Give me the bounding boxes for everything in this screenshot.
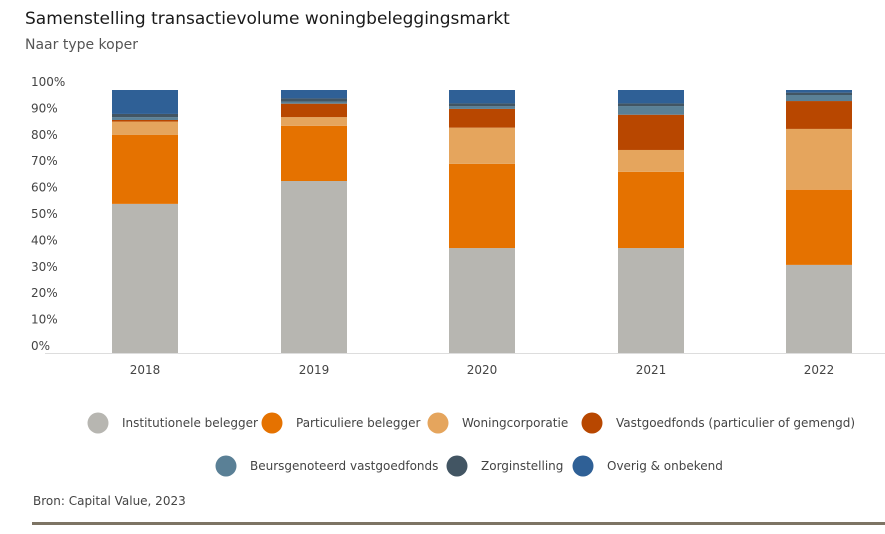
bar-segment <box>786 128 852 190</box>
x-tick-label: 2021 <box>636 363 667 377</box>
legend-label: Zorginstelling <box>481 459 563 473</box>
bar-segment <box>618 114 684 150</box>
bar-segment <box>112 113 178 118</box>
x-tick-label: 2019 <box>299 363 330 377</box>
bar-segment <box>449 127 515 164</box>
bar-segment <box>112 117 178 120</box>
y-tick-label: 10% <box>31 313 58 327</box>
chart-subtitle: Naar type koper <box>25 37 138 53</box>
x-tick-label: 2022 <box>804 363 835 377</box>
legend-marker <box>572 455 594 477</box>
legend-label: Overig & onbekend <box>607 459 723 473</box>
bar-segment <box>281 101 347 104</box>
legend-marker <box>215 455 237 477</box>
bar-segment <box>449 106 515 109</box>
x-tick-label: 2018 <box>130 363 161 377</box>
y-tick-label: 40% <box>31 233 58 247</box>
bar-segment <box>618 106 684 115</box>
bar-segment <box>449 163 515 249</box>
bar-segment <box>112 119 178 122</box>
y-tick-label: 30% <box>31 260 58 274</box>
bar-segment <box>281 103 347 118</box>
y-tick-label: 20% <box>31 286 58 300</box>
bar-segment <box>618 103 684 107</box>
bar-segment <box>786 101 852 129</box>
y-tick-label: 80% <box>31 128 58 142</box>
bar-segment <box>281 90 347 99</box>
bar-segment <box>786 264 852 353</box>
bar-segment <box>618 248 684 353</box>
y-tick-label: 90% <box>31 101 58 115</box>
bar-segment <box>281 98 347 102</box>
y-tick-label: 0% <box>31 339 50 353</box>
legend-label: Beursgenoteerd vastgoedfonds <box>250 459 438 473</box>
source-note: Bron: Capital Value, 2023 <box>33 494 186 508</box>
x-tick-label: 2020 <box>467 363 498 377</box>
bar-segment <box>449 108 515 128</box>
legend-marker <box>261 412 283 434</box>
legend-marker <box>427 412 449 434</box>
bar-segment <box>618 171 684 249</box>
bar-segment <box>281 180 347 353</box>
bar-segment <box>618 90 684 104</box>
bar-segment <box>449 90 515 104</box>
legend-marker <box>581 412 603 434</box>
bar-segment <box>281 117 347 126</box>
bar-segment <box>112 90 178 114</box>
bar-segment <box>281 125 347 181</box>
legend-label: Particuliere belegger <box>296 416 420 430</box>
legend-label: Woningcorporatie <box>462 416 568 430</box>
y-tick-label: 70% <box>31 154 58 168</box>
chart-title: Samenstelling transactievolume woningbel… <box>25 9 510 29</box>
bar-segment <box>786 94 852 102</box>
legend-label: Vastgoedfonds (particulier of gemengd) <box>616 416 855 430</box>
bar-segment <box>786 189 852 265</box>
bar-segment <box>449 103 515 107</box>
bar-segment <box>786 92 852 95</box>
legend-marker <box>446 455 468 477</box>
bottom-divider <box>32 522 885 525</box>
legend-marker <box>87 412 109 434</box>
bar-segment <box>786 90 852 93</box>
y-tick-label: 60% <box>31 181 58 195</box>
y-tick-label: 50% <box>31 207 58 221</box>
bar-segment <box>449 248 515 353</box>
bar-segment <box>112 134 178 204</box>
legend-label: Institutionele belegger <box>122 416 258 430</box>
bar-segment <box>618 149 684 172</box>
y-tick-label: 100% <box>31 75 65 89</box>
bar-segment <box>112 121 178 135</box>
bar-segment <box>112 203 178 353</box>
